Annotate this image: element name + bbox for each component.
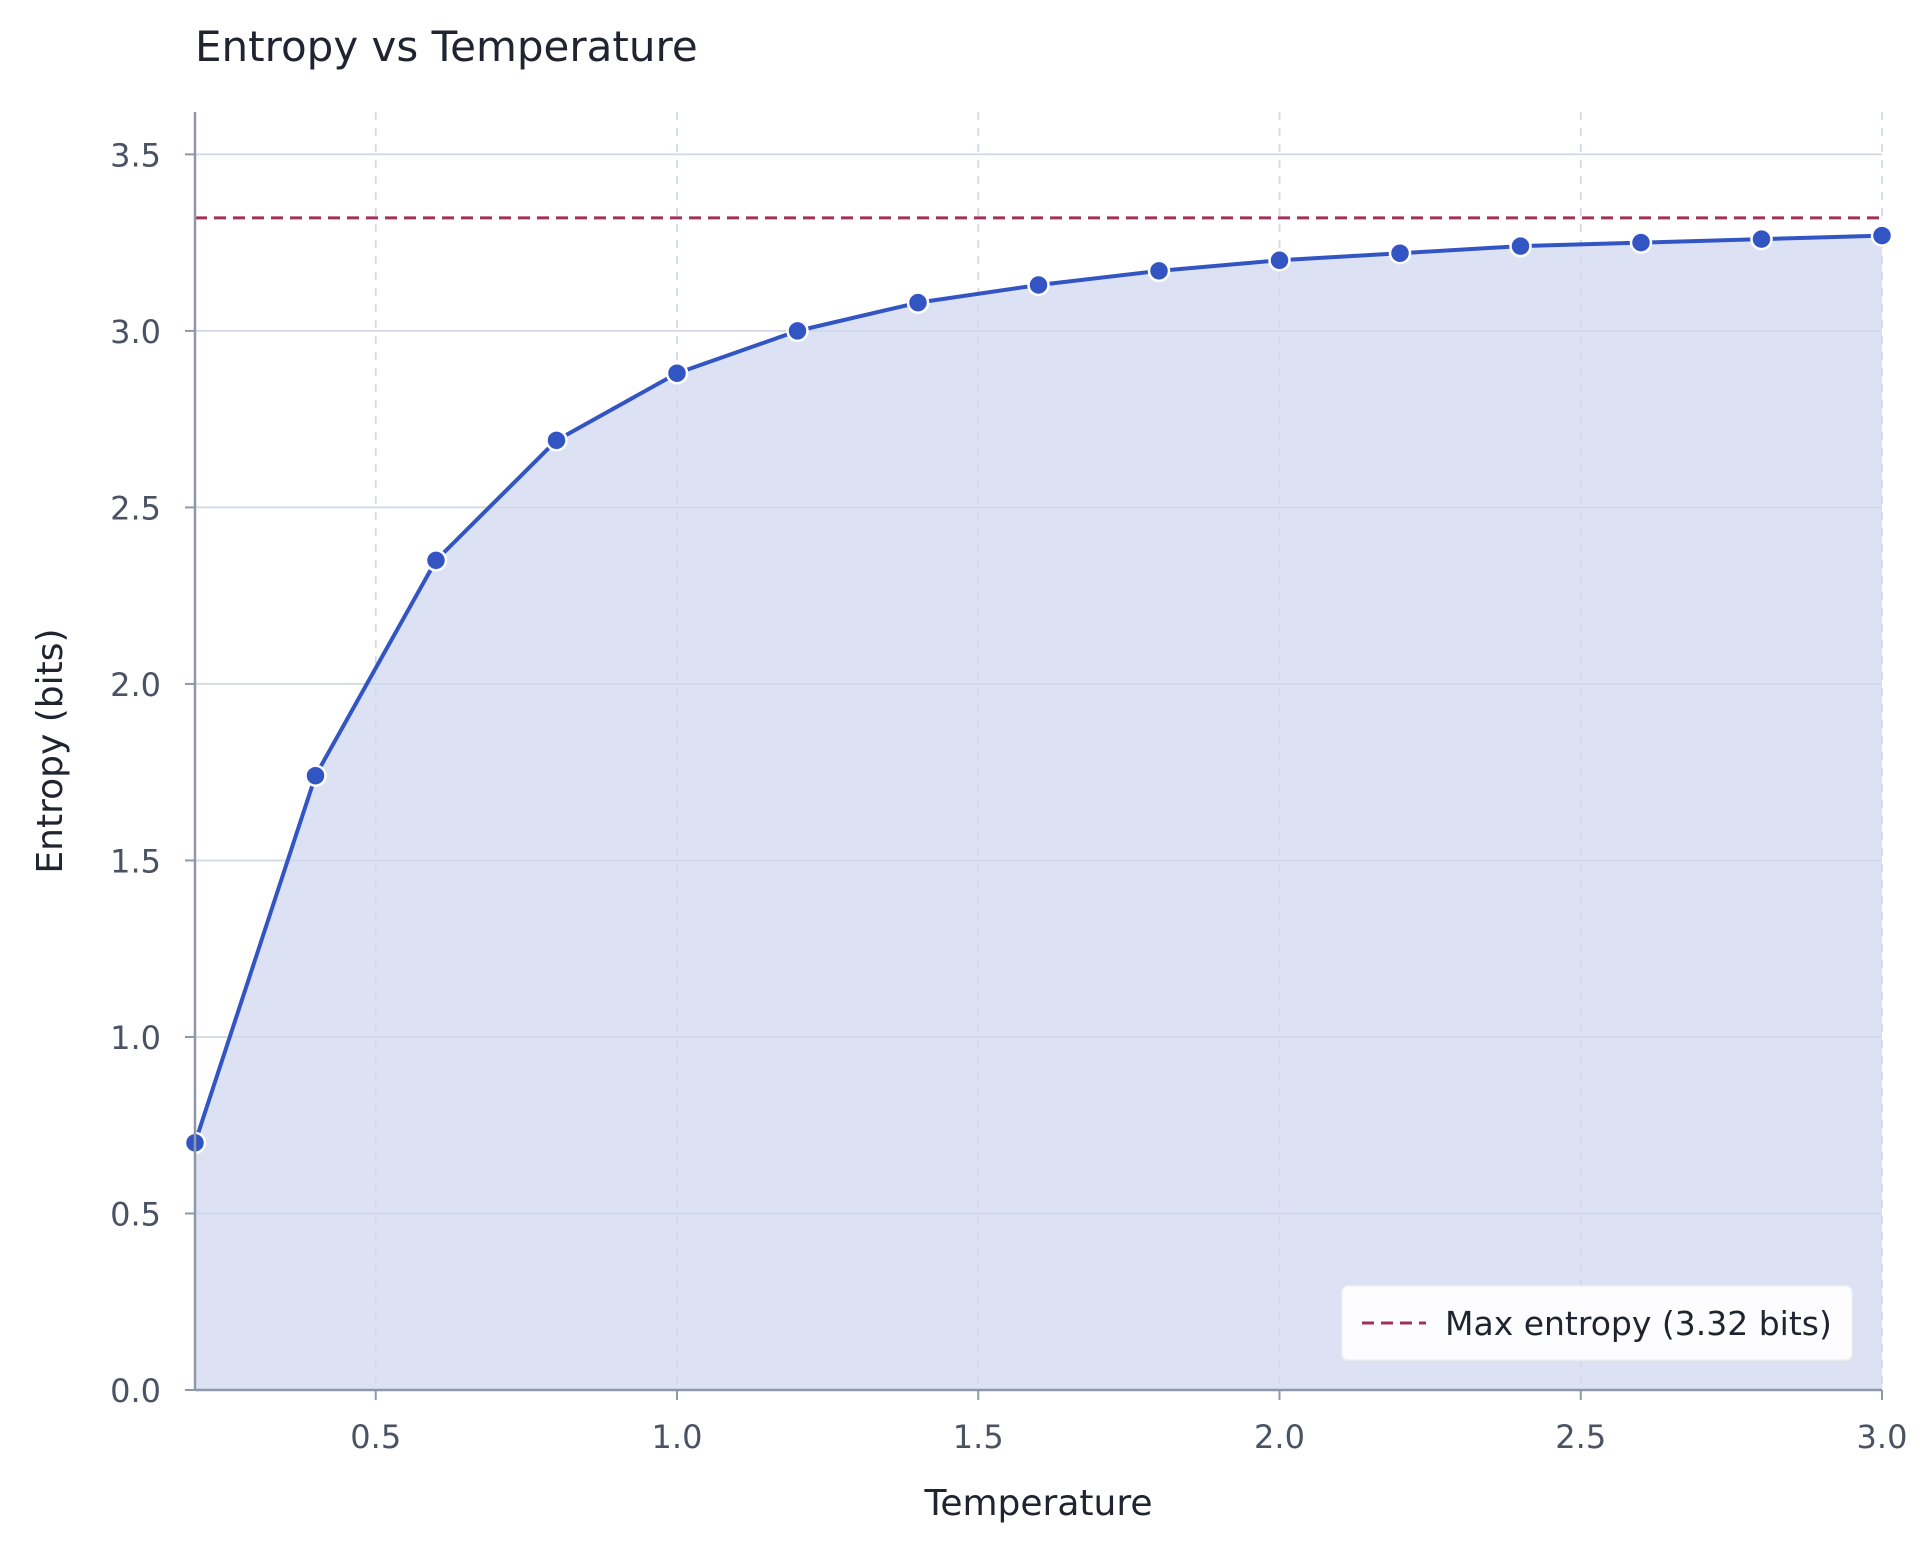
data-point — [1268, 249, 1291, 272]
y-tick-label: 1.5 — [110, 842, 161, 880]
x-tick-label: 2.0 — [1254, 1418, 1305, 1456]
data-point — [906, 291, 930, 314]
chart-title: Entropy vs Temperature — [195, 22, 698, 71]
data-point — [665, 361, 689, 385]
data-point — [1388, 241, 1412, 265]
y-tick-label: 0.5 — [110, 1195, 161, 1233]
y-tick-label: 3.5 — [110, 136, 161, 174]
x-tick-label: 2.5 — [1555, 1418, 1606, 1456]
x-axis-label: Temperature — [923, 1483, 1152, 1524]
y-tick-label: 2.0 — [110, 666, 161, 704]
y-tick-label: 2.5 — [110, 489, 161, 527]
x-tick-label: 1.0 — [652, 1418, 703, 1456]
x-tick-label: 0.5 — [350, 1418, 401, 1456]
data-point — [1629, 231, 1653, 254]
y-tick-label: 0.0 — [110, 1372, 161, 1410]
data-point — [304, 764, 327, 787]
data-point — [1870, 224, 1894, 247]
data-point — [1027, 273, 1050, 297]
y-axis-label: Entropy (bits) — [30, 628, 71, 873]
data-point — [545, 429, 568, 452]
data-point — [1750, 227, 1773, 251]
data-point — [1147, 259, 1171, 283]
x-tick-label: 1.5 — [953, 1418, 1004, 1456]
y-tick-label: 1.0 — [110, 1019, 161, 1057]
data-point — [786, 319, 809, 343]
data-point — [1509, 234, 1532, 258]
y-tick-label: 3.0 — [110, 313, 161, 351]
series-area — [195, 235, 1882, 1391]
legend-label: Max entropy (3.32 bits) — [1445, 1304, 1832, 1343]
x-tick-label: 3.0 — [1857, 1418, 1908, 1456]
data-point — [424, 549, 448, 572]
legend-box — [1341, 1285, 1853, 1361]
